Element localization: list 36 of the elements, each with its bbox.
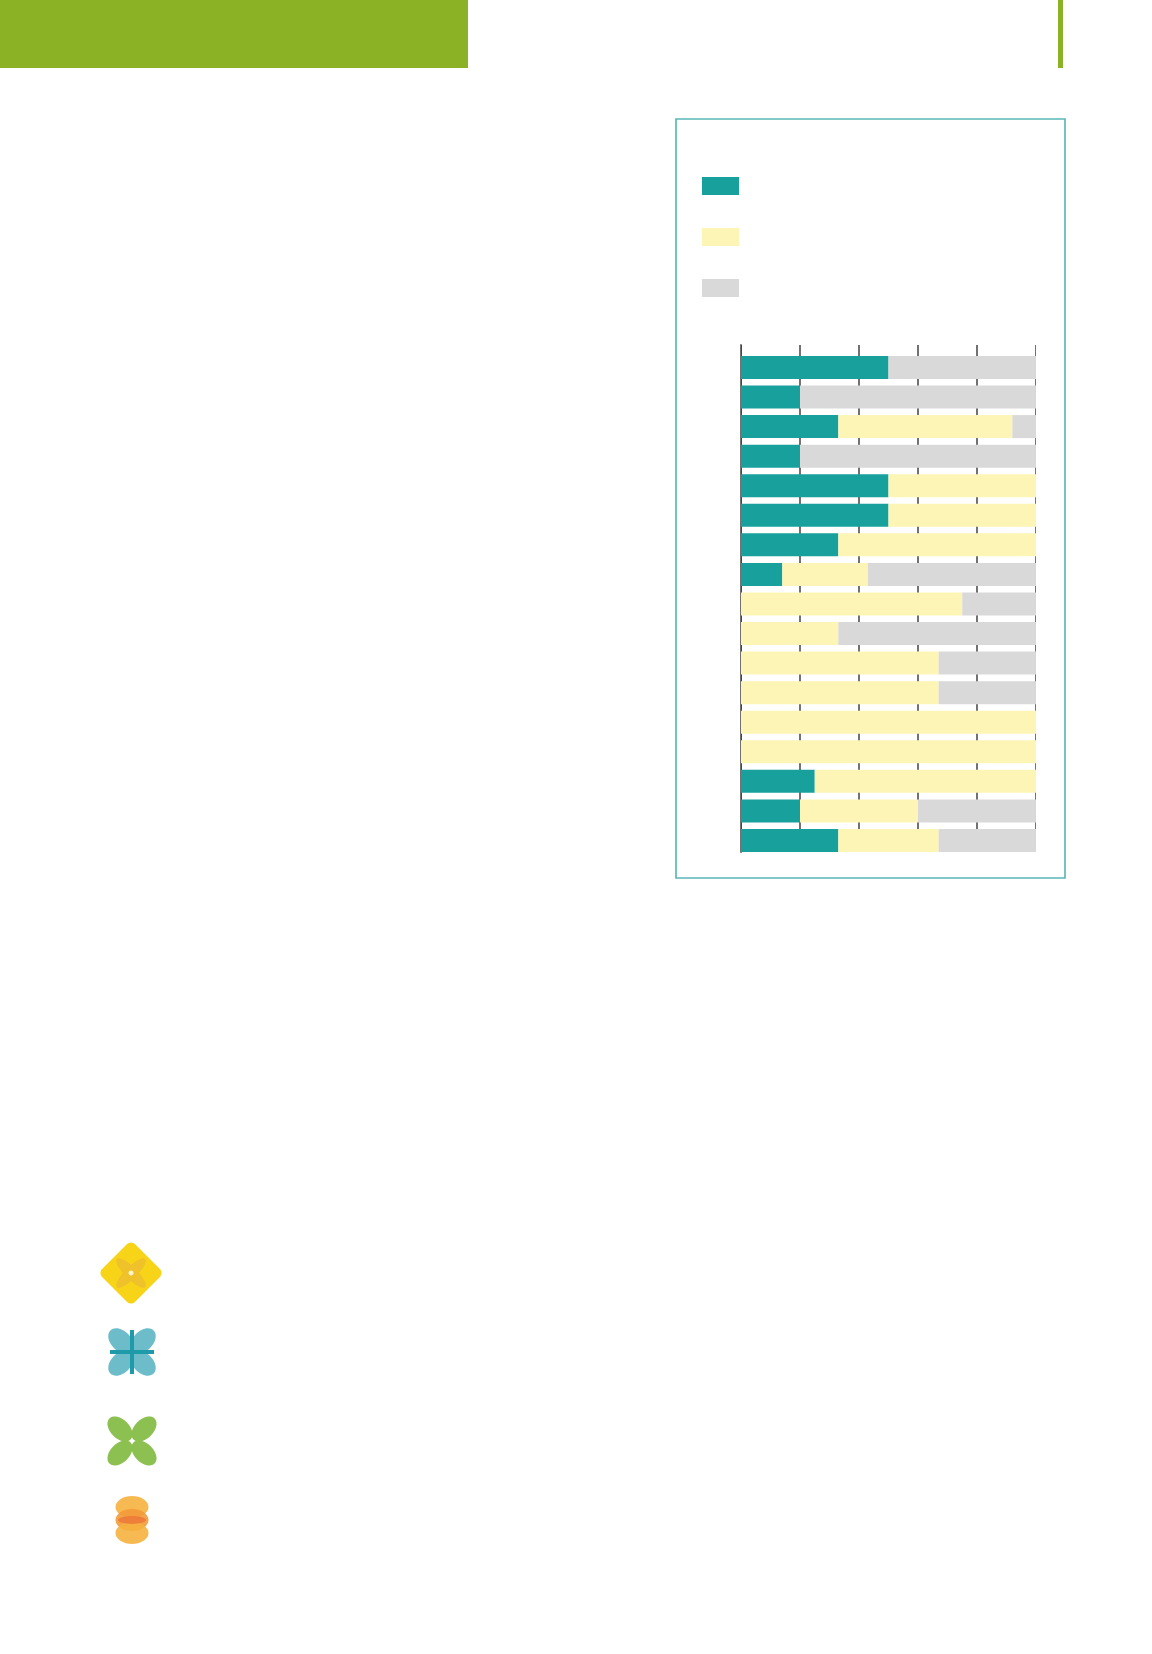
bar (867, 562, 1036, 586)
bar (838, 415, 1013, 439)
bar (938, 681, 1036, 705)
bar (741, 740, 1036, 764)
bar (741, 385, 800, 409)
bar (800, 444, 1036, 468)
bar (741, 799, 800, 823)
bar (782, 562, 868, 586)
bar (888, 503, 1036, 527)
bar (741, 651, 939, 675)
bar (800, 385, 1036, 409)
bar (741, 533, 839, 557)
bar (838, 533, 1036, 557)
bar (800, 799, 918, 823)
bar (938, 651, 1036, 675)
bar (888, 355, 1036, 379)
bar (741, 622, 839, 646)
bar (741, 474, 889, 498)
bar (741, 355, 889, 379)
bar (814, 769, 1036, 793)
bar (741, 444, 800, 468)
bar (741, 562, 783, 586)
bar (741, 503, 889, 527)
bar (741, 592, 963, 616)
bar (888, 474, 1036, 498)
bar (962, 592, 1036, 616)
bar (741, 710, 1036, 734)
bar (838, 828, 939, 852)
bar (741, 828, 839, 852)
bar (838, 622, 1036, 646)
bar (741, 769, 815, 793)
bar (741, 415, 839, 439)
bar (918, 799, 1036, 823)
bar (938, 828, 1036, 852)
bar (1012, 415, 1036, 439)
bar (741, 681, 939, 705)
